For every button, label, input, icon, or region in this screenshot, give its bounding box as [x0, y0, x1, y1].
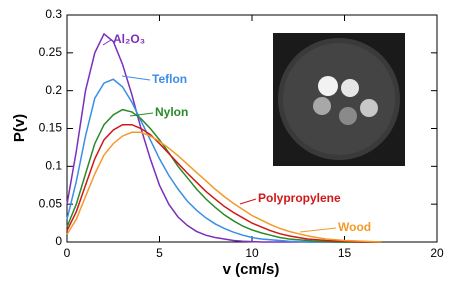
x-tick-label: 0 — [64, 246, 71, 260]
series-label: Nylon — [155, 105, 188, 119]
y-tick-label: 0.15 — [39, 121, 63, 135]
y-tick-label: 0.05 — [39, 196, 63, 210]
series-line — [66, 131, 382, 243]
leader-line — [299, 227, 337, 233]
y-tick-label: 0.2 — [45, 83, 62, 97]
leader-line — [102, 39, 112, 46]
series-label: Wood — [338, 220, 371, 234]
x-tick-label: 10 — [245, 246, 259, 260]
y-tick-label: 0.1 — [45, 159, 62, 173]
series-label: Polypropylene — [258, 191, 341, 205]
y-tick-label: 0.25 — [39, 45, 63, 59]
inset-image — [273, 33, 405, 166]
x-axis-label: v (cm/s) — [223, 261, 280, 278]
y-axis-label: P(v) — [11, 114, 28, 142]
series-line — [66, 123, 382, 243]
x-tick-label: 20 — [430, 246, 444, 260]
leader-line — [129, 112, 154, 117]
series-label: Al₂O₃ — [113, 32, 145, 46]
x-tick-label: 15 — [338, 246, 352, 260]
y-tick-label: 0 — [55, 234, 62, 248]
series-label: Teflon — [152, 72, 187, 86]
x-tick-label: 5 — [156, 246, 163, 260]
y-tick-label: 0.3 — [45, 7, 62, 21]
series-line — [66, 108, 382, 243]
leader-line — [239, 198, 257, 205]
leader-line — [121, 75, 151, 81]
